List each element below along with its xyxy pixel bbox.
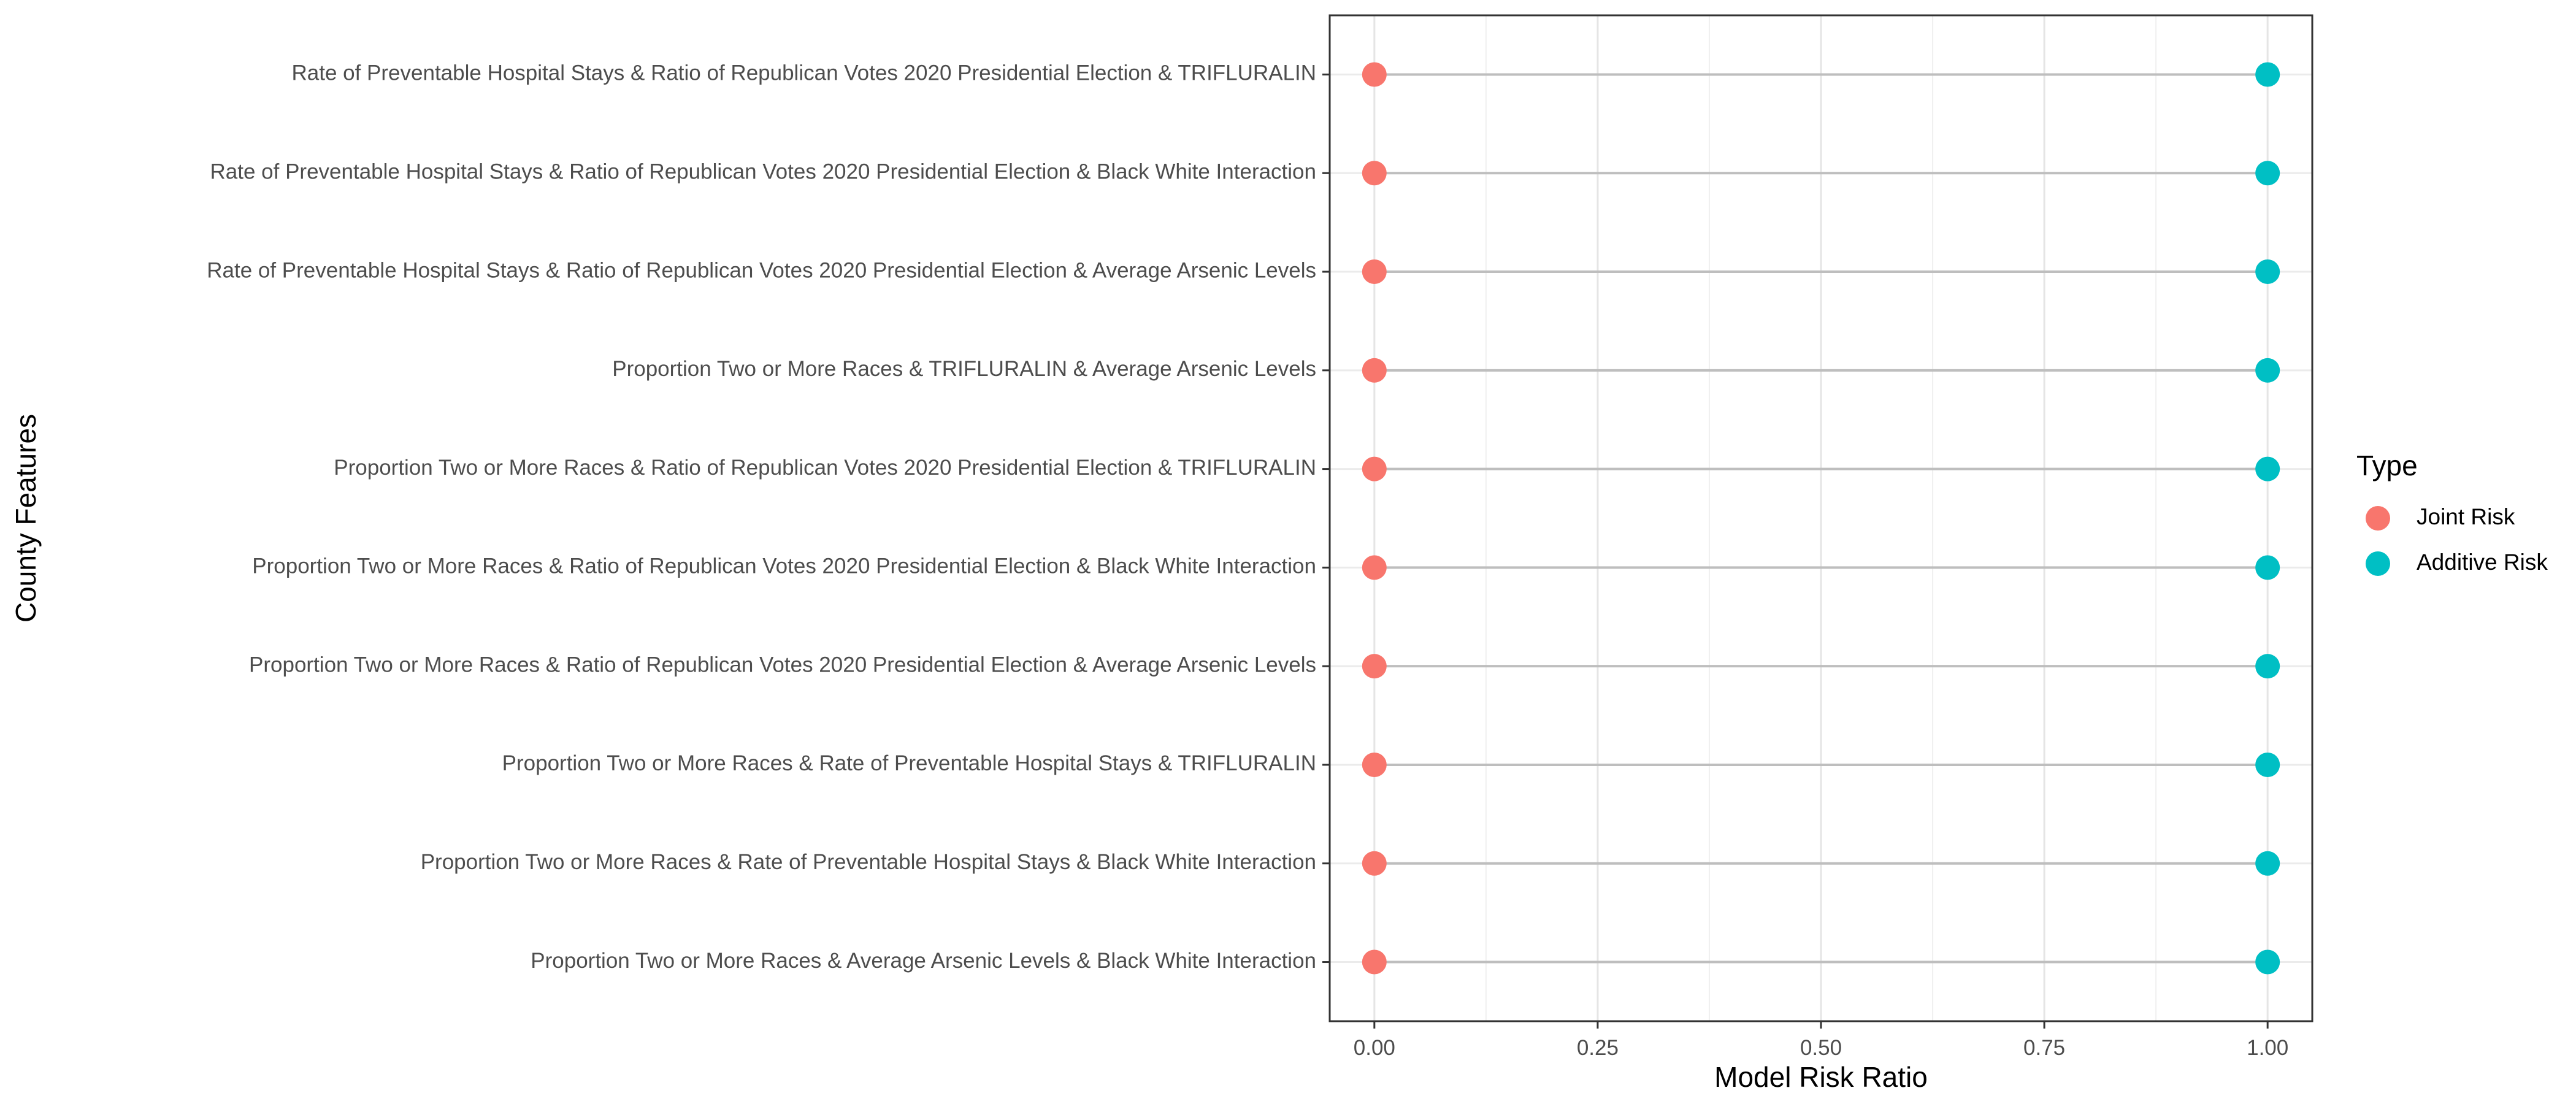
category-label: Proportion Two or More Races & Ratio of … [334, 456, 1316, 480]
point-additive-risk [2255, 456, 2280, 481]
point-additive-risk [2255, 851, 2280, 876]
point-joint-risk [1362, 851, 1387, 876]
legend-label-joint-risk: Joint Risk [2417, 504, 2515, 529]
x-tick-label: 1.00 [2247, 1036, 2288, 1060]
category-label: Rate of Preventable Hospital Stays & Rat… [210, 160, 1317, 184]
category-label: Proportion Two or More Races & Average A… [531, 949, 1316, 973]
x-tick-labels: 0.00 0.25 0.50 0.75 1.00 [1354, 1036, 2288, 1060]
points [1362, 62, 2280, 975]
point-joint-risk [1362, 654, 1387, 679]
x-axis-title: Model Risk Ratio [1714, 1061, 1928, 1093]
x-tick-label: 0.75 [2023, 1036, 2065, 1060]
point-additive-risk [2255, 654, 2280, 679]
point-joint-risk [1362, 555, 1387, 580]
y-axis-title: County Features [10, 414, 42, 623]
point-additive-risk [2255, 555, 2280, 580]
axis-ticks [1322, 73, 2269, 1029]
x-tick-label: 0.00 [1354, 1036, 1395, 1060]
point-joint-risk [1362, 456, 1387, 481]
category-label: Proportion Two or More Races & Ratio of … [252, 554, 1316, 578]
category-labels: Rate of Preventable Hospital Stays & Rat… [207, 61, 1316, 973]
point-additive-risk [2255, 949, 2280, 975]
legend: Type Joint Risk Additive Risk [2356, 450, 2548, 576]
point-joint-risk [1362, 161, 1387, 186]
point-additive-risk [2255, 62, 2280, 87]
point-joint-risk [1362, 752, 1387, 777]
point-additive-risk [2255, 161, 2280, 186]
category-label: Rate of Preventable Hospital Stays & Rat… [207, 258, 1316, 282]
point-joint-risk [1362, 949, 1387, 975]
point-additive-risk [2255, 358, 2280, 383]
legend-title: Type [2356, 450, 2418, 481]
point-additive-risk [2255, 752, 2280, 777]
point-joint-risk [1362, 62, 1387, 87]
category-label: Proportion Two or More Races & Ratio of … [249, 653, 1316, 677]
category-label: Proportion Two or More Races & TRIFLURAL… [612, 357, 1316, 381]
point-joint-risk [1362, 259, 1387, 285]
category-label: Proportion Two or More Races & Rate of P… [421, 850, 1316, 874]
x-tick-label: 0.25 [1577, 1036, 1619, 1060]
x-tick-label: 0.50 [1800, 1036, 1842, 1060]
legend-items: Joint Risk Additive Risk [2366, 504, 2548, 576]
segments [1374, 73, 2268, 964]
legend-key-additive-risk [2366, 551, 2390, 576]
legend-key-joint-risk [2366, 506, 2390, 531]
category-label: Rate of Preventable Hospital Stays & Rat… [291, 61, 1316, 85]
category-label: Proportion Two or More Races & Rate of P… [502, 751, 1316, 775]
legend-label-additive-risk: Additive Risk [2417, 550, 2548, 575]
point-joint-risk [1362, 358, 1387, 383]
point-additive-risk [2255, 259, 2280, 285]
